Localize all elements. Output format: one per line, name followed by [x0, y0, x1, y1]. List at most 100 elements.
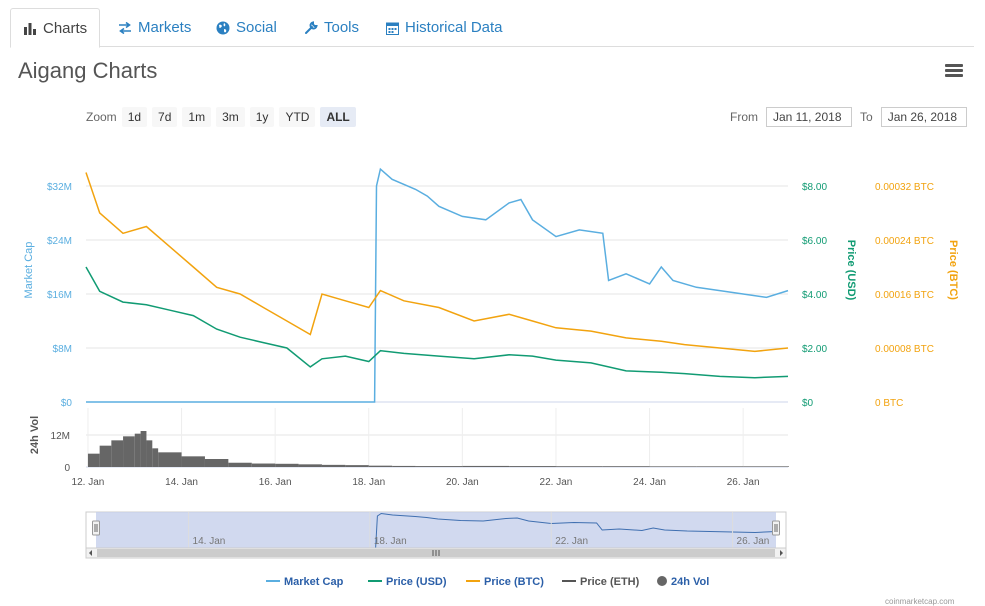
- navigator-scrollbar[interactable]: [85, 547, 787, 559]
- tab-label: Markets: [138, 19, 192, 36]
- y-tick-price-usd: $2.00: [802, 344, 827, 355]
- axis-title-volume: 24h Vol: [29, 416, 41, 454]
- volume-bar: [696, 466, 744, 467]
- zoom-1m-button[interactable]: 1m: [182, 107, 212, 127]
- y-tick-market-cap: $32M: [47, 182, 72, 193]
- y-tick-price-usd: $6.00: [802, 236, 827, 247]
- range-from: From Jan 11, 2018: [730, 107, 852, 127]
- legend-item[interactable]: 24h Vol: [657, 576, 709, 588]
- volume-bar: [181, 456, 205, 467]
- tab-charts[interactable]: Charts: [10, 8, 101, 48]
- volume-bar: [415, 466, 463, 467]
- zoom-ytd-button[interactable]: YTD: [279, 107, 316, 127]
- scroll-right-arrow-icon: [780, 550, 783, 556]
- globe-icon: [216, 21, 230, 35]
- y-tick-market-cap: $0: [61, 398, 73, 409]
- series-line-price-btc: [85, 172, 789, 353]
- x-tick-label: 24. Jan: [633, 477, 666, 488]
- volume-bar: [345, 465, 369, 467]
- zoom-3m-button[interactable]: 3m: [216, 107, 245, 127]
- navigator-tick-label: 14. Jan: [193, 536, 226, 547]
- zoom-all-button[interactable]: ALL: [320, 107, 356, 127]
- x-tick-label: 22. Jan: [540, 477, 573, 488]
- from-date-input[interactable]: Jan 11, 2018: [766, 107, 852, 127]
- volume-bar: [87, 453, 100, 467]
- zoom-7d-button[interactable]: 7d: [152, 107, 178, 127]
- wrench-icon: [304, 20, 318, 35]
- x-tick-label: 18. Jan: [352, 477, 385, 488]
- zoom-label: Zoom: [86, 110, 117, 124]
- volume-bar: [298, 464, 322, 467]
- hamburger-menu-icon[interactable]: [945, 64, 963, 78]
- exchange-arrows-icon: [118, 21, 132, 34]
- tab-historical-data[interactable]: Historical Data: [374, 8, 515, 47]
- y-tick-volume: 12M: [51, 431, 70, 442]
- volume-bar: [146, 440, 153, 467]
- legend-symbol: [657, 576, 667, 586]
- volume-bar: [788, 466, 789, 467]
- volume-bar: [392, 465, 416, 467]
- zoom-controls: Zoom 1d 7d 1m 3m 1y YTD ALL: [86, 107, 361, 127]
- navigator-left-handle[interactable]: [92, 520, 100, 536]
- volume-bar: [152, 448, 159, 467]
- x-tick-label: 12. Jan: [72, 477, 105, 488]
- tab-markets[interactable]: Markets: [106, 8, 203, 47]
- y-tick-market-cap: $16M: [47, 290, 72, 301]
- bar-chart-icon: [23, 22, 37, 35]
- volume-bar: [158, 452, 182, 467]
- y-tick-price-btc: 0.00016 BTC: [875, 290, 934, 301]
- credit-link[interactable]: coinmarketcap.com: [885, 597, 955, 606]
- volume-bar: [321, 464, 346, 467]
- legend-label: Market Cap: [284, 576, 344, 588]
- from-label: From: [730, 110, 758, 124]
- to-label: To: [860, 110, 873, 124]
- y-tick-price-usd: $0: [802, 398, 814, 409]
- volume-bar: [602, 466, 650, 467]
- chart-tabs: Charts Markets Social Tools Historical D…: [10, 8, 974, 48]
- tab-label: Social: [236, 19, 277, 36]
- volume-bar: [123, 436, 135, 467]
- y-tick-market-cap: $8M: [53, 344, 72, 355]
- x-tick-label: 16. Jan: [259, 477, 292, 488]
- calendar-icon: [386, 21, 399, 35]
- to-date-input[interactable]: Jan 26, 2018: [880, 107, 967, 127]
- y-tick-price-btc: 0.00032 BTC: [875, 182, 934, 193]
- tab-label: Charts: [43, 19, 88, 37]
- legend-item[interactable]: Price (BTC): [466, 576, 544, 588]
- y-tick-price-usd: $4.00: [802, 290, 827, 301]
- navigator-right-handle[interactable]: [772, 520, 780, 536]
- volume-bar: [99, 445, 112, 467]
- y-tick-volume: 0: [64, 463, 70, 474]
- tab-label: Tools: [324, 19, 360, 36]
- volume-bar: [743, 466, 788, 467]
- legend-item[interactable]: Price (USD): [368, 576, 447, 588]
- y-tick-price-btc: 0.00024 BTC: [875, 236, 934, 247]
- range-to: To Jan 26, 2018: [860, 107, 967, 127]
- volume-bar: [251, 463, 276, 467]
- navigator-series-line: [96, 512, 777, 549]
- legend-label: 24h Vol: [671, 576, 709, 588]
- legend-item[interactable]: Market Cap: [266, 576, 344, 588]
- navigator-tick-label: 18. Jan: [374, 536, 407, 547]
- volume-bar: [275, 463, 299, 467]
- tab-tools[interactable]: Tools: [292, 8, 371, 47]
- series-line-market-cap: [86, 167, 789, 403]
- volume-bar: [228, 462, 252, 467]
- y-tick-price-btc: 0 BTC: [875, 398, 903, 409]
- legend-item[interactable]: Price (ETH): [562, 576, 640, 588]
- scroll-grip-icon: [432, 550, 440, 556]
- y-tick-market-cap: $24M: [47, 236, 72, 247]
- axis-title-price-usd: Price (USD): [845, 240, 857, 301]
- zoom-1d-button[interactable]: 1d: [121, 107, 148, 127]
- volume-bar: [555, 466, 603, 467]
- axis-title-price-btc: Price (BTC): [947, 240, 959, 300]
- page-title: Aigang Charts: [18, 58, 158, 83]
- x-tick-label: 20. Jan: [446, 477, 479, 488]
- volume-bar: [649, 466, 697, 467]
- x-tick-label: 14. Jan: [165, 477, 198, 488]
- zoom-1y-button[interactable]: 1y: [249, 107, 275, 127]
- navigator-tick-label: 26. Jan: [737, 536, 770, 547]
- tab-social[interactable]: Social: [204, 8, 289, 47]
- volume-bar: [204, 459, 229, 467]
